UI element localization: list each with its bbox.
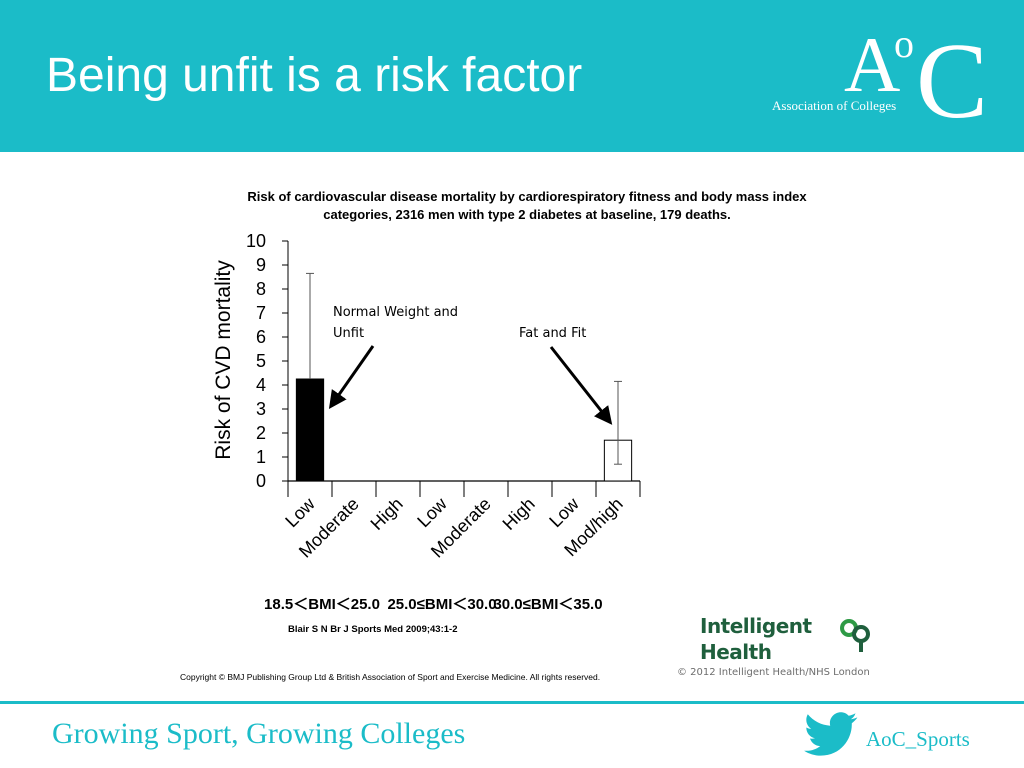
annotation-arrow — [549, 346, 613, 425]
cvd-risk-chart: Risk of cardiovascular disease mortality… — [180, 189, 807, 682]
aoc-logo-subtitle: Association of Colleges — [772, 98, 897, 113]
twitter-handle[interactable]: AoC_Sports — [866, 727, 970, 751]
y-tick-label: 0 — [256, 471, 266, 491]
twitter-bird-icon[interactable] — [804, 712, 858, 758]
y-tick-label: 2 — [256, 423, 266, 443]
y-tick-label: 10 — [246, 231, 266, 251]
annotations: Normal Weight and Unfit Fat and Fit — [328, 305, 613, 425]
chart-title-line-2: categories, 2316 men with type 2 diabete… — [323, 207, 731, 222]
y-tick-label: 1 — [256, 447, 266, 467]
intelligent-health-logo: Intelligent Health — [700, 612, 880, 682]
x-axis — [287, 480, 641, 497]
bar — [295, 378, 325, 482]
bmi-group-label: 18.5＜BMI＜25.0 — [264, 596, 380, 613]
bmi-group-label: 30.0≤BMI＜35.0 — [493, 596, 602, 613]
intelligent-health-logo-line-2: Health — [700, 640, 772, 664]
intelligent-health-credit: © 2012 Intelligent Health/NHS London — [677, 667, 870, 678]
y-tick-label: 6 — [256, 327, 266, 347]
intelligent-health-logo-line-1: Intelligent — [700, 614, 812, 638]
aoc-logo-letter-c: C — [916, 22, 989, 141]
y-tick-label: 3 — [256, 399, 266, 419]
slide-title: Being unfit is a risk factor — [46, 49, 583, 102]
annotation-arrow — [328, 345, 375, 409]
y-tick-label: 7 — [256, 303, 266, 323]
copyright-notice: Copyright © BMJ Publishing Group Ltd & B… — [180, 672, 600, 682]
chart-title-line-1: Risk of cardiovascular disease mortality… — [247, 189, 807, 204]
x-tick-label: High — [499, 494, 539, 534]
y-tick-label: 8 — [256, 279, 266, 299]
aoc-logo: A o C Association of Colleges — [770, 21, 1010, 141]
y-tick-label: 9 — [256, 255, 266, 275]
y-axis-label: Risk of CVD mortality — [212, 260, 235, 460]
footer-slogan: Growing Sport, Growing Colleges — [52, 717, 466, 750]
citation: Blair S N Br J Sports Med 2009;43:1-2 — [288, 624, 457, 635]
x-tick-label: Low — [545, 493, 583, 531]
bmi-group-label: 25.0≤BMI＜30.0 — [387, 596, 496, 613]
y-tick-label: 5 — [256, 351, 266, 371]
aoc-logo-letter-o: o — [894, 21, 914, 66]
y-tick-label: 4 — [256, 375, 266, 395]
error-bars — [306, 272, 622, 465]
group-labels: 18.5＜BMI＜25.0 25.0≤BMI＜30.030.0≤BMI＜35.0 — [264, 596, 603, 613]
y-axis: 0 1 2 3 4 5 6 7 8 9 10 — [246, 231, 289, 491]
annotation-text: Normal Weight and — [333, 305, 458, 320]
x-tick-label: Low — [413, 493, 451, 531]
x-tick-label: High — [367, 494, 407, 534]
annotation-text: Fat and Fit — [519, 326, 586, 341]
tree-icon — [840, 619, 870, 652]
bars — [295, 378, 633, 482]
aoc-logo-letter-a: A — [844, 21, 901, 108]
annotation-text: Unfit — [333, 326, 364, 341]
header-banner: Being unfit is a risk factor A o C Assoc… — [0, 0, 1024, 152]
footer-divider — [0, 701, 1024, 704]
x-tick-label: Low — [281, 493, 319, 531]
